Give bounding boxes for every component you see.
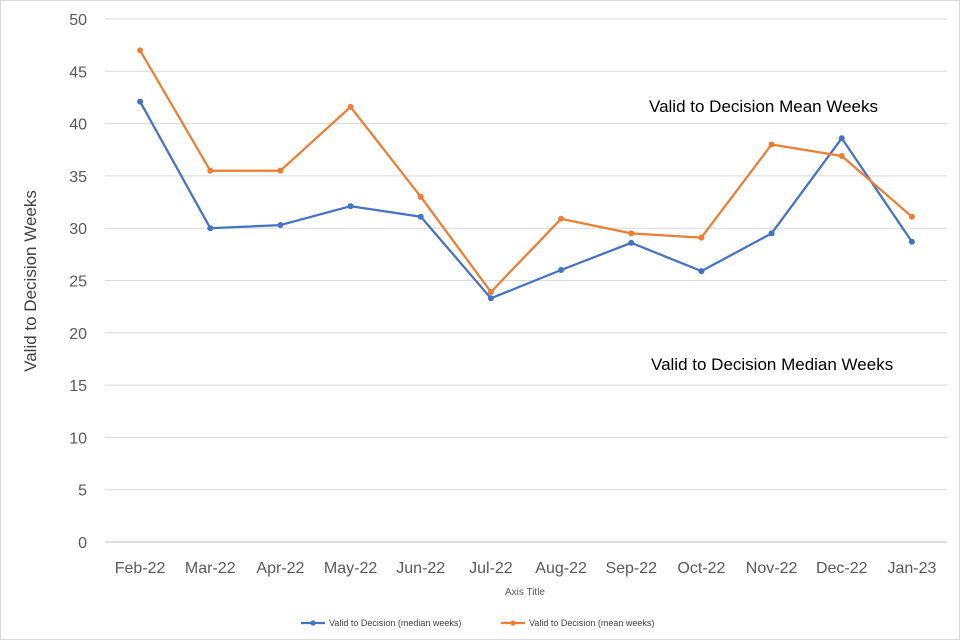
- y-tick-label: 0: [78, 535, 87, 552]
- data-point: [768, 141, 775, 148]
- data-point: [137, 98, 144, 105]
- series-line: [139, 49, 913, 294]
- data-point: [698, 234, 705, 241]
- y-tick-label: 15: [69, 378, 87, 395]
- data-point: [838, 135, 845, 142]
- data-point: [628, 239, 635, 246]
- x-axis-title: Axis Title: [505, 587, 545, 598]
- y-tick-label: 25: [69, 274, 87, 291]
- gridlines: [105, 18, 947, 543]
- data-point: [487, 289, 494, 296]
- annotation-median-weeks: Valid to Decision Median Weeks: [651, 355, 893, 374]
- annotation-mean-weeks: Valid to Decision Mean Weeks: [649, 97, 878, 116]
- series-line: [139, 101, 913, 300]
- data-point: [908, 238, 915, 245]
- data-point: [417, 193, 424, 200]
- data-point: [207, 167, 214, 174]
- data-point: [558, 267, 565, 274]
- data-point: [277, 167, 284, 174]
- x-tick-label: Jan-23: [887, 560, 936, 577]
- x-tick-label: Jul-22: [469, 560, 513, 577]
- legend-item-mean: Valid to Decision (mean weeks): [501, 618, 654, 628]
- y-tick-label: 10: [69, 430, 87, 447]
- x-tick-label: Oct-22: [677, 560, 725, 577]
- x-tick-label: Apr-22: [256, 560, 304, 577]
- data-point: [347, 103, 354, 110]
- data-point: [768, 230, 775, 237]
- x-tick-label: Mar-22: [185, 560, 236, 577]
- data-point: [417, 213, 424, 220]
- x-tick-label: Dec-22: [816, 560, 868, 577]
- y-axis-label: Valid to Decision Weeks: [21, 190, 40, 372]
- data-point: [558, 215, 565, 222]
- y-tick-label: 20: [69, 326, 87, 343]
- data-point: [277, 222, 284, 229]
- data-point: [698, 268, 705, 275]
- data-point: [347, 203, 354, 210]
- data-point: [137, 47, 144, 54]
- series-lines: [137, 47, 915, 302]
- legend-label-median: Valid to Decision (median weeks): [329, 618, 461, 628]
- x-tick-label: Sep-22: [605, 560, 657, 577]
- y-tick-label: 30: [69, 221, 87, 238]
- y-tick-label: 35: [69, 169, 87, 186]
- x-tick-label: Nov-22: [746, 560, 798, 577]
- data-point: [908, 213, 915, 220]
- y-tick-label: 5: [78, 483, 87, 500]
- x-tick-label: Aug-22: [535, 560, 587, 577]
- legend-item-median: Valid to Decision (median weeks): [301, 618, 461, 628]
- data-point: [487, 295, 494, 302]
- data-point: [628, 230, 635, 237]
- legend: Valid to Decision (median weeks) Valid t…: [301, 618, 654, 628]
- data-point: [207, 225, 214, 232]
- x-tick-label: Feb-22: [115, 560, 166, 577]
- x-axis-ticks: Feb-22 Mar-22 Apr-22 May-22 Jun-22 Jul-22 Aug-…: [115, 560, 937, 577]
- data-point: [838, 153, 845, 160]
- y-axis-ticks: 0 5 10 15 20 25 30 35 40 45 50: [69, 12, 87, 552]
- y-tick-label: 40: [69, 117, 87, 134]
- y-tick-label: 45: [69, 64, 87, 81]
- y-tick-label: 50: [69, 12, 87, 29]
- series-mean: [137, 47, 915, 296]
- x-tick-label: May-22: [324, 560, 377, 577]
- series-median: [137, 98, 915, 302]
- legend-label-mean: Valid to Decision (mean weeks): [529, 618, 654, 628]
- x-tick-label: Jun-22: [396, 560, 445, 577]
